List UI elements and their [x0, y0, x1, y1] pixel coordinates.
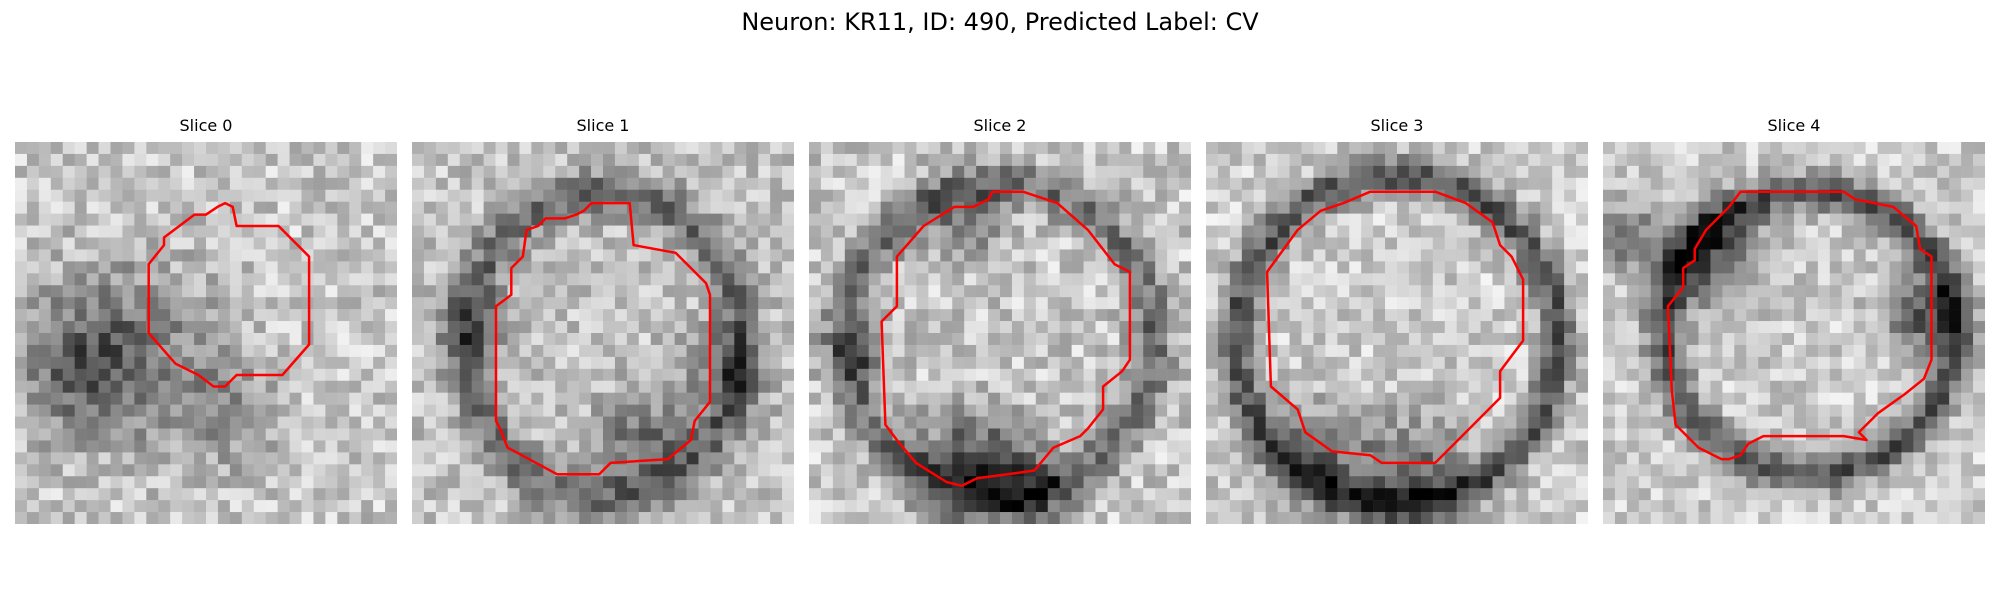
- slice-title: Slice 1: [576, 116, 630, 135]
- figure-title: Neuron: KR11, ID: 490, Predicted Label: …: [741, 8, 1259, 36]
- slice-panel-3: Slice 3: [1206, 116, 1588, 524]
- pixel-grid: [412, 142, 794, 524]
- slice-title: Slice 0: [179, 116, 233, 135]
- roi-contour: [1666, 190, 1933, 461]
- slice-panel-2: Slice 2: [809, 116, 1191, 524]
- slice-image-0: [15, 142, 397, 524]
- slice-image-1: [412, 142, 794, 524]
- roi-contour: [880, 190, 1132, 488]
- slice-panel-4: Slice 4: [1603, 116, 1985, 524]
- slice-title: Slice 4: [1767, 116, 1821, 135]
- slice-title: Slice 2: [973, 116, 1027, 135]
- roi-contour: [1265, 190, 1525, 465]
- roi-contour: [494, 201, 712, 476]
- slice-panel-0: Slice 0: [15, 116, 397, 524]
- pixel-grid: [1206, 142, 1588, 524]
- slice-image-4: [1603, 142, 1985, 524]
- pixel-grid: [1603, 142, 1985, 524]
- slice-panel-1: Slice 1: [412, 116, 794, 524]
- roi-contour: [147, 201, 311, 388]
- slice-image-3: [1206, 142, 1588, 524]
- pixel-grid: [15, 142, 397, 524]
- pixel-grid: [809, 142, 1191, 524]
- slice-title: Slice 3: [1370, 116, 1424, 135]
- slice-image-2: [809, 142, 1191, 524]
